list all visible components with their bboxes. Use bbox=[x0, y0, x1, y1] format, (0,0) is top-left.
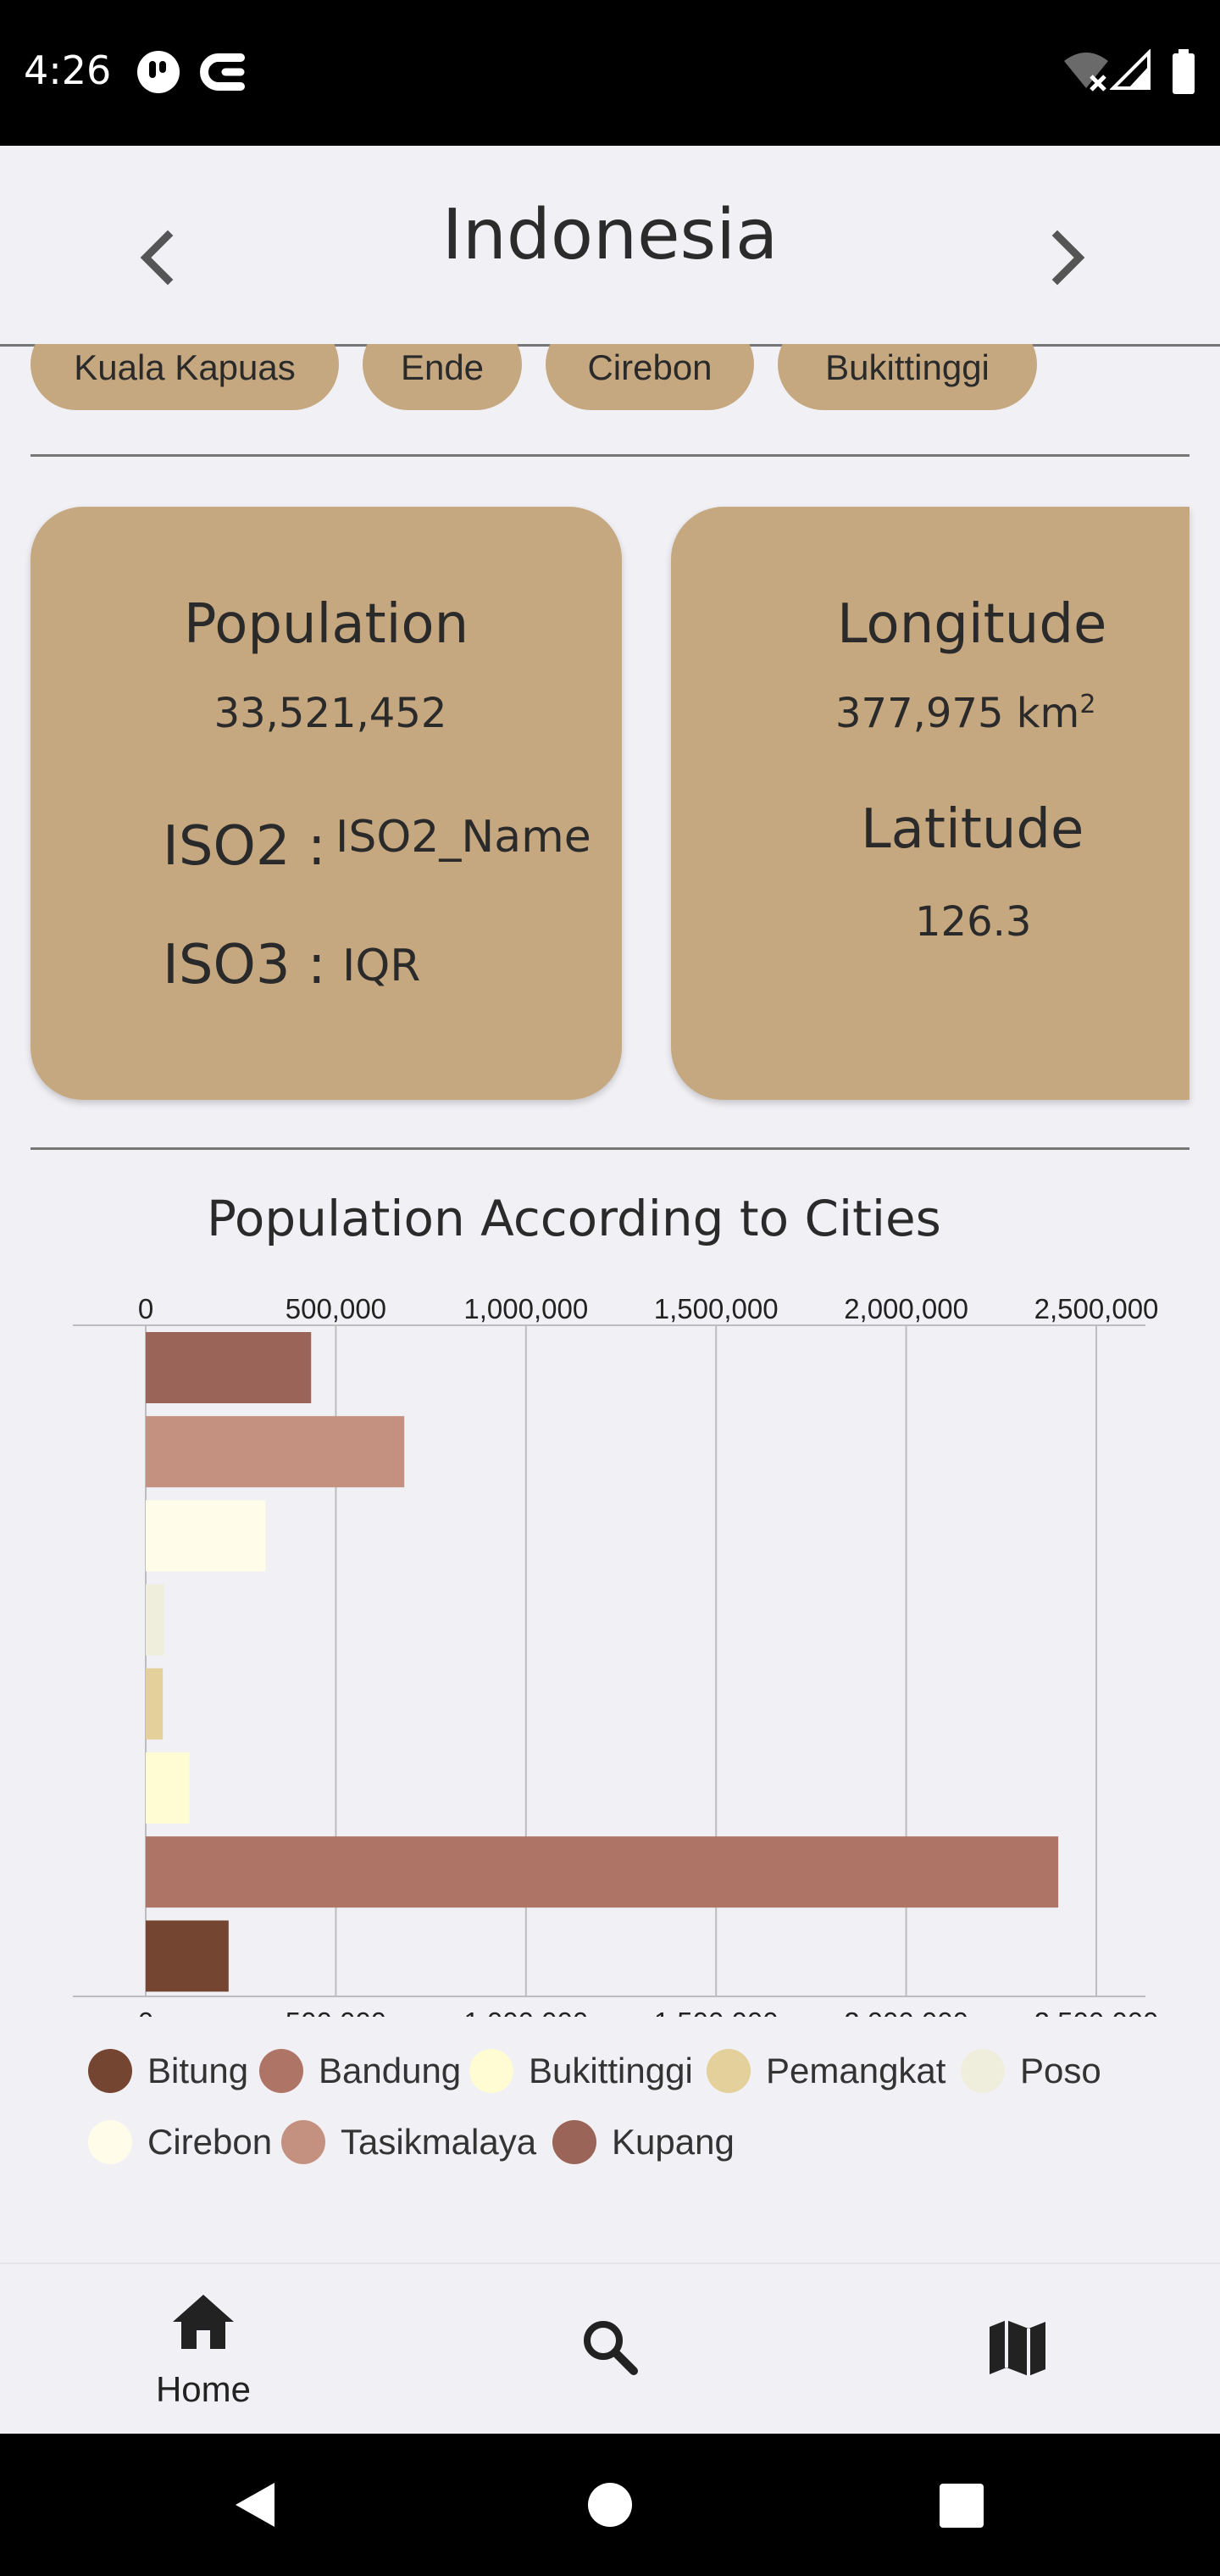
population-card: Population 33,521,452 ISO2 : ISO2_Name I… bbox=[30, 507, 622, 1100]
back-icon[interactable] bbox=[230, 2479, 281, 2530]
legend-label: Bukittinggi bbox=[529, 2051, 693, 2090]
iso2-value: ISO2_Name bbox=[336, 812, 591, 863]
chart-bar bbox=[146, 1668, 164, 1740]
latitude-label: Latitude bbox=[861, 798, 1084, 861]
iso3-value: IQR bbox=[342, 941, 421, 991]
population-value: 33,521,452 bbox=[214, 690, 447, 737]
longitude-label: Longitude bbox=[837, 593, 1107, 656]
iso2-label: ISO2 : bbox=[163, 815, 326, 878]
home-circle-icon[interactable] bbox=[586, 2481, 634, 2529]
longitude-unit-superscript: 2 bbox=[1079, 690, 1096, 719]
section-divider bbox=[30, 1147, 1190, 1150]
recents-icon[interactable] bbox=[939, 2483, 984, 2529]
wifi-off-icon bbox=[1064, 53, 1108, 92]
legend-dot bbox=[259, 2049, 303, 2093]
chart-tick-label: 1,000,000 bbox=[463, 1293, 588, 1324]
legend-label: Bitung bbox=[147, 2051, 249, 2090]
page-title: Indonesia bbox=[441, 195, 779, 275]
search-icon bbox=[584, 2321, 638, 2375]
map-icon bbox=[990, 2320, 1045, 2376]
status-bar: 4:26 bbox=[0, 0, 1220, 146]
chart-bar bbox=[146, 1584, 164, 1656]
bottom-navigation: Home bbox=[0, 2262, 1220, 2435]
city-chip-label: Ende bbox=[400, 347, 485, 387]
battery-icon bbox=[1173, 49, 1195, 94]
city-chip[interactable]: Ende bbox=[363, 344, 522, 410]
city-chip-list: Kuala Kapuas Ende Cirebon Bukittinggi bbox=[0, 344, 1220, 412]
population-label: Population bbox=[183, 593, 469, 656]
legend-dot bbox=[961, 2049, 1005, 2093]
app-notification-icon bbox=[137, 51, 180, 93]
city-chip-label: Bukittinggi bbox=[825, 347, 990, 387]
status-time: 4:26 bbox=[24, 47, 112, 93]
iso3-label: ISO3 : bbox=[163, 934, 326, 997]
legend-item: Tasikmalaya bbox=[281, 2120, 536, 2164]
city-chip[interactable]: Bukittinggi bbox=[778, 344, 1037, 410]
legend-dot bbox=[469, 2049, 513, 2093]
legend-label: Poso bbox=[1020, 2051, 1101, 2090]
legend-item: Cirebon bbox=[88, 2120, 272, 2164]
chart-bar bbox=[146, 1836, 1059, 1908]
legend-item: Bukittinggi bbox=[469, 2049, 693, 2093]
legend-label: Cirebon bbox=[147, 2122, 273, 2162]
longitude-value: 377,975 km2 bbox=[835, 690, 1095, 737]
longitude-value-text: 377,975 km bbox=[835, 690, 1080, 737]
legend-item: Kupang bbox=[552, 2120, 735, 2164]
chart-tick-label: 1,000,000 bbox=[463, 2007, 588, 2017]
chart-tick-label: 2,000,000 bbox=[844, 2007, 968, 2017]
chart-bar bbox=[146, 1920, 229, 1992]
home-icon bbox=[173, 2295, 234, 2349]
city-chip-label: Kuala Kapuas bbox=[74, 347, 296, 387]
legend-dot bbox=[88, 2049, 132, 2093]
chart-bar bbox=[146, 1332, 312, 1403]
previous-arrow-icon[interactable] bbox=[125, 224, 193, 291]
city-chip[interactable]: Kuala Kapuas bbox=[30, 344, 339, 410]
nav-home[interactable]: Home bbox=[76, 2264, 330, 2435]
chart-tick-label: 2,500,000 bbox=[1034, 1293, 1159, 1324]
legend-item: Pemangkat bbox=[707, 2049, 946, 2093]
nav-map[interactable] bbox=[890, 2264, 1144, 2435]
chart-tick-label: 1,500,000 bbox=[654, 2007, 779, 2017]
chart-bar bbox=[146, 1752, 190, 1824]
signal-icon bbox=[1110, 49, 1151, 90]
app-bar: Indonesia bbox=[0, 146, 1220, 347]
legend-item: Poso bbox=[961, 2049, 1101, 2093]
city-chip[interactable]: Cirebon bbox=[546, 344, 754, 410]
next-arrow-icon[interactable] bbox=[1032, 224, 1100, 291]
latitude-value: 126.3 bbox=[915, 898, 1032, 946]
system-navigation-bar bbox=[0, 2434, 1220, 2576]
section-divider bbox=[30, 454, 1190, 457]
chart-tick-label: 1,500,000 bbox=[654, 1293, 779, 1324]
city-chip-label: Cirebon bbox=[587, 347, 713, 387]
legend-dot bbox=[707, 2049, 751, 2093]
chart-tick-label: 2,500,000 bbox=[1034, 2007, 1159, 2017]
chart-tick-label: 0 bbox=[138, 2007, 153, 2017]
sync-notification-icon bbox=[200, 53, 245, 91]
legend-dot bbox=[552, 2120, 596, 2164]
chart-tick-label: 0 bbox=[138, 1293, 153, 1324]
chart-bar bbox=[146, 1500, 266, 1572]
chart-top-ticks: 0 500,000 1,000,000 1,500,000 2,000,000 2,500… bbox=[138, 1293, 1159, 1324]
legend-label: Pemangkat bbox=[766, 2051, 946, 2090]
nav-home-label: Home bbox=[155, 2369, 252, 2409]
legend-item: Bandung bbox=[259, 2049, 461, 2093]
legend-label: Bandung bbox=[319, 2051, 462, 2090]
legend-dot bbox=[281, 2120, 325, 2164]
legend-label: Tasikmalaya bbox=[341, 2122, 537, 2162]
chart-title: Population According to Cities bbox=[207, 1190, 941, 1247]
geo-card: Longitude 377,975 km2 Latitude 126.3 bbox=[671, 507, 1190, 1100]
chart-bars bbox=[146, 1332, 1059, 1992]
legend-dot bbox=[88, 2120, 132, 2164]
chart-tick-label: 2,000,000 bbox=[844, 1293, 968, 1324]
legend-label: Kupang bbox=[612, 2122, 735, 2162]
chart-tick-label: 500,000 bbox=[286, 1293, 386, 1324]
chart-bottom-ticks: 0 500,000 1,000,000 1,500,000 2,000,000 2,500… bbox=[138, 2007, 1159, 2017]
population-bar-chart: 0 500,000 1,000,000 1,500,000 2,000,000 2,500… bbox=[73, 1293, 1159, 2017]
legend-item: Bitung bbox=[88, 2049, 248, 2093]
chart-tick-label: 500,000 bbox=[286, 2007, 386, 2017]
chart-bar bbox=[146, 1416, 405, 1488]
nav-search[interactable] bbox=[483, 2264, 737, 2435]
